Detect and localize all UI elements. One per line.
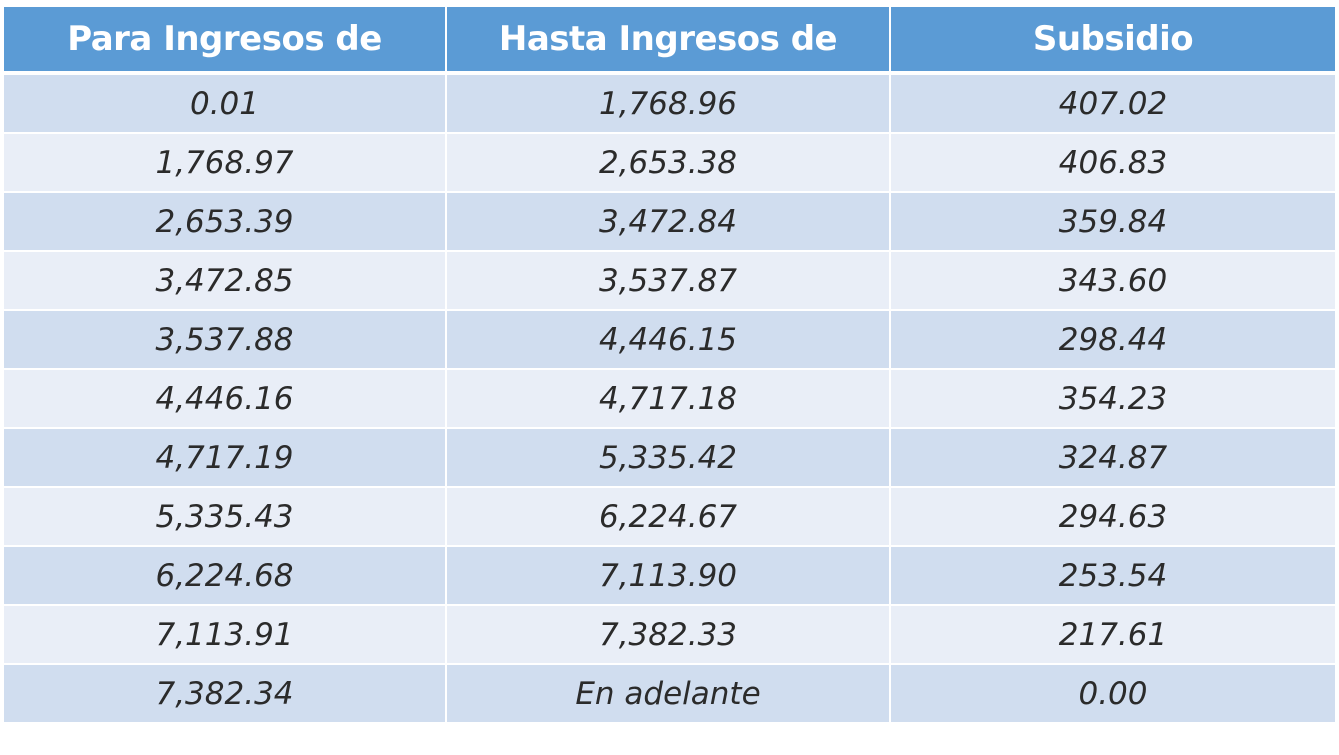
cell-hasta-ingresos: 3,472.84 <box>445 191 891 252</box>
table-row: 2,653.39 3,472.84 359.84 <box>2 191 1337 252</box>
cell-subsidio: 406.83 <box>889 132 1337 193</box>
table-row: 0.01 1,768.96 407.02 <box>2 72 1337 134</box>
table-row: 1,768.97 2,653.38 406.83 <box>2 132 1337 193</box>
cell-para-ingresos: 5,335.43 <box>2 486 447 547</box>
cell-subsidio: 359.84 <box>889 191 1337 252</box>
cell-hasta-ingresos: 6,224.67 <box>445 486 891 547</box>
table-body: 0.01 1,768.96 407.02 1,768.97 2,653.38 406.83… <box>2 72 1337 724</box>
table-row: 4,717.19 5,335.42 324.87 <box>2 427 1337 488</box>
cell-para-ingresos: 6,224.68 <box>2 545 447 606</box>
table-row: 7,382.34 En adelante 0.00 <box>2 663 1337 724</box>
cell-hasta-ingresos: 7,113.90 <box>445 545 891 606</box>
table-row: 3,537.88 4,446.15 298.44 <box>2 309 1337 370</box>
header-hasta-ingresos: Hasta Ingresos de <box>445 5 891 74</box>
cell-para-ingresos: 3,537.88 <box>2 309 447 370</box>
table-row: 6,224.68 7,113.90 253.54 <box>2 545 1337 606</box>
cell-para-ingresos: 4,446.16 <box>2 368 447 429</box>
table-row: 3,472.85 3,537.87 343.60 <box>2 250 1337 311</box>
cell-hasta-ingresos: 7,382.33 <box>445 604 891 665</box>
cell-hasta-ingresos: En adelante <box>445 663 891 724</box>
subsidy-table: Para Ingresos de Hasta Ingresos de Subsi… <box>2 5 1337 724</box>
table-row: 4,446.16 4,717.18 354.23 <box>2 368 1337 429</box>
cell-subsidio: 354.23 <box>889 368 1337 429</box>
cell-para-ingresos: 4,717.19 <box>2 427 447 488</box>
cell-subsidio: 294.63 <box>889 486 1337 547</box>
cell-para-ingresos: 0.01 <box>2 72 447 134</box>
header-para-ingresos: Para Ingresos de <box>2 5 447 74</box>
table-row: 5,335.43 6,224.67 294.63 <box>2 486 1337 547</box>
header-subsidio: Subsidio <box>889 5 1337 74</box>
cell-subsidio: 253.54 <box>889 545 1337 606</box>
cell-subsidio: 343.60 <box>889 250 1337 311</box>
cell-subsidio: 0.00 <box>889 663 1337 724</box>
cell-subsidio: 298.44 <box>889 309 1337 370</box>
cell-para-ingresos: 7,113.91 <box>2 604 447 665</box>
cell-subsidio: 407.02 <box>889 72 1337 134</box>
cell-hasta-ingresos: 4,446.15 <box>445 309 891 370</box>
cell-hasta-ingresos: 2,653.38 <box>445 132 891 193</box>
table-header: Para Ingresos de Hasta Ingresos de Subsi… <box>2 5 1337 74</box>
cell-para-ingresos: 7,382.34 <box>2 663 447 724</box>
cell-hasta-ingresos: 1,768.96 <box>445 72 891 134</box>
subsidy-table-container: Para Ingresos de Hasta Ingresos de Subsi… <box>2 5 1337 724</box>
cell-para-ingresos: 1,768.97 <box>2 132 447 193</box>
cell-hasta-ingresos: 3,537.87 <box>445 250 891 311</box>
table-row: 7,113.91 7,382.33 217.61 <box>2 604 1337 665</box>
header-row: Para Ingresos de Hasta Ingresos de Subsi… <box>2 5 1337 74</box>
cell-hasta-ingresos: 4,717.18 <box>445 368 891 429</box>
cell-subsidio: 217.61 <box>889 604 1337 665</box>
cell-para-ingresos: 3,472.85 <box>2 250 447 311</box>
cell-para-ingresos: 2,653.39 <box>2 191 447 252</box>
cell-hasta-ingresos: 5,335.42 <box>445 427 891 488</box>
cell-subsidio: 324.87 <box>889 427 1337 488</box>
